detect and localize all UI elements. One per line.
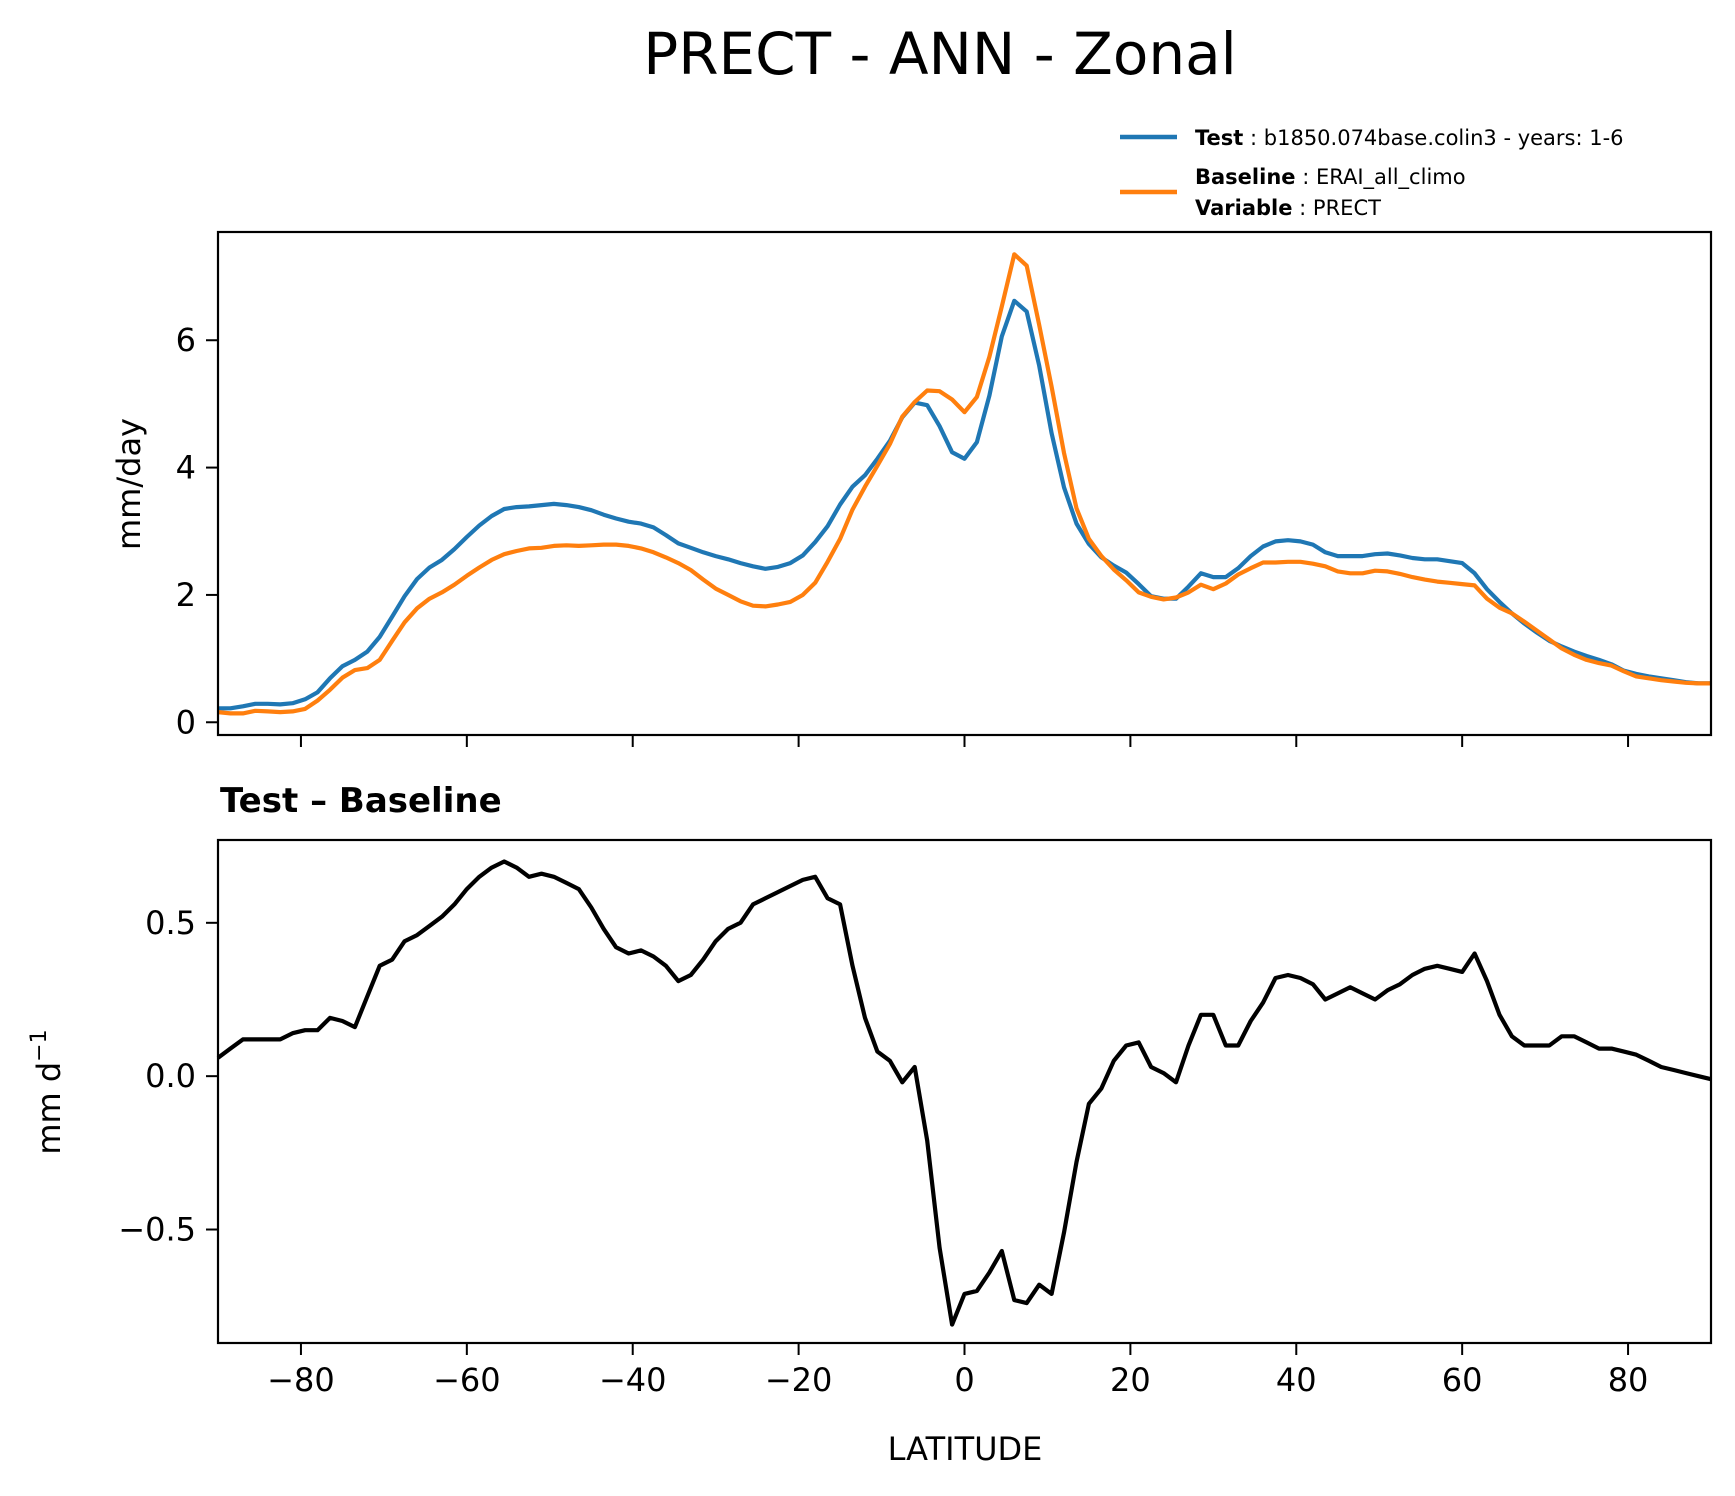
- bottom-series-lines: [216, 859, 1712, 1327]
- bottom-y-tick-label: −0.5: [118, 1211, 196, 1249]
- bottom-x-tick-label: −20: [765, 1361, 833, 1399]
- bottom-y-tick-label: 0.5: [145, 904, 196, 942]
- legend-baseline-text: ERAI_all_climo: [1316, 165, 1466, 190]
- legend-baseline-sep: :: [1296, 165, 1316, 189]
- bottom-x-tick-label: 60: [1442, 1361, 1483, 1399]
- top-y-tick-label: 6: [176, 321, 196, 359]
- bottom-y-axis-label: mm d−1: [27, 1029, 68, 1154]
- top-y-tick-label: 2: [176, 576, 196, 614]
- legend-variable-key: Variable: [1195, 196, 1292, 220]
- bottom-x-tick-label: −60: [433, 1361, 501, 1399]
- top-y-axis-label: mm/day: [110, 418, 148, 550]
- bottom-y-tick-label: 0.0: [145, 1057, 196, 1095]
- legend-variable-sep: :: [1292, 196, 1312, 220]
- bottom-x-tick-label: 20: [1110, 1361, 1151, 1399]
- x-axis-label: LATITUDE: [888, 1430, 1043, 1468]
- top-axis-ticks: 0 2 4 6: [176, 321, 1630, 747]
- bottom-x-tick-label: −80: [267, 1361, 335, 1399]
- top-panel: 0 2 4 6 mm/day: [110, 230, 1713, 747]
- bottom-x-tick-label: 80: [1608, 1361, 1649, 1399]
- bottom-x-tick-label: 0: [954, 1361, 974, 1399]
- legend-variable-entry: Variable : PRECT: [1195, 196, 1381, 220]
- top-y-tick-label: 4: [176, 449, 196, 487]
- bottom-x-tick-label: 40: [1276, 1361, 1317, 1399]
- top-series-test-line: [218, 298, 1711, 711]
- top-plot-frame: [216, 230, 1713, 737]
- bottom-x-tick-label: −40: [599, 1361, 667, 1399]
- top-y-tick-label: 0: [176, 703, 196, 741]
- bottom-plot-frame: [216, 838, 1713, 1345]
- bottom-y-axis-label-sup: −1: [27, 1029, 52, 1061]
- legend-baseline-entry: Baseline : ERAI_all_climo: [1195, 165, 1466, 190]
- difference-panel-title: Test – Baseline: [220, 781, 502, 821]
- top-series-baseline-line: [217, 252, 1711, 716]
- top-series-lines: [217, 252, 1711, 716]
- bottom-panel: Test – Baseline −80 −60 −40 −20 0 20 40 60 80 −0.…: [27, 781, 1713, 1468]
- bottom-axis-ticks: −80 −60 −40 −20 0 20 40 60 80 −0.5 0.0 0.5: [118, 904, 1648, 1399]
- legend-variable-text: PRECT: [1313, 196, 1381, 220]
- legend-test-sep: :: [1243, 126, 1263, 150]
- legend-test-entry: Test : b1850.074base.colin3 - years: 1-6: [1195, 126, 1624, 150]
- bottom-series-test-baseline-line: [216, 859, 1712, 1327]
- legend-test-key: Test: [1195, 126, 1243, 150]
- legend: Test : b1850.074base.colin3 - years: 1-6…: [1120, 126, 1624, 220]
- legend-baseline-key: Baseline: [1195, 165, 1296, 189]
- figure-title: PRECT - ANN - Zonal: [643, 20, 1237, 88]
- bottom-y-axis-label-text: mm d: [30, 1062, 68, 1155]
- legend-test-text: b1850.074base.colin3 - years: 1-6: [1264, 126, 1624, 150]
